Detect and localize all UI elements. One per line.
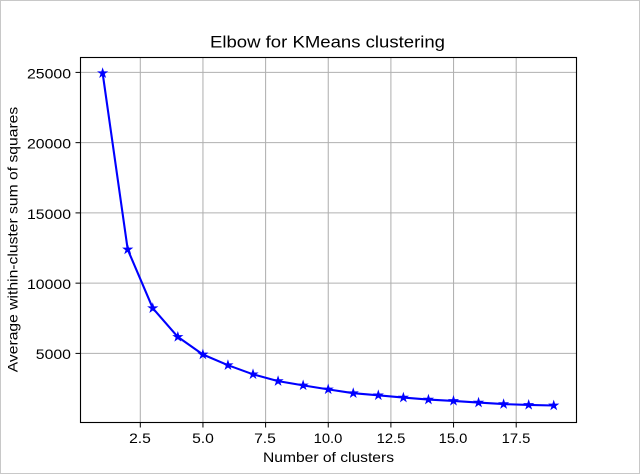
- svg-text:17.5: 17.5: [502, 430, 531, 446]
- svg-text:7.5: 7.5: [254, 430, 276, 446]
- svg-text:10.0: 10.0: [314, 430, 343, 446]
- svg-text:15000: 15000: [27, 206, 71, 222]
- svg-text:12.5: 12.5: [377, 430, 406, 446]
- svg-text:Average within-cluster sum of: Average within-cluster sum of squares: [4, 107, 20, 373]
- svg-text:5.0: 5.0: [192, 430, 214, 446]
- svg-text:2.5: 2.5: [129, 430, 151, 446]
- svg-text:10000: 10000: [27, 276, 71, 292]
- svg-text:5000: 5000: [36, 346, 71, 362]
- svg-text:25000: 25000: [27, 65, 71, 81]
- svg-text:20000: 20000: [27, 136, 71, 152]
- svg-text:15.0: 15.0: [439, 430, 468, 446]
- svg-text:Elbow for KMeans clustering: Elbow for KMeans clustering: [210, 32, 445, 51]
- svg-text:Number of clusters: Number of clusters: [263, 449, 394, 465]
